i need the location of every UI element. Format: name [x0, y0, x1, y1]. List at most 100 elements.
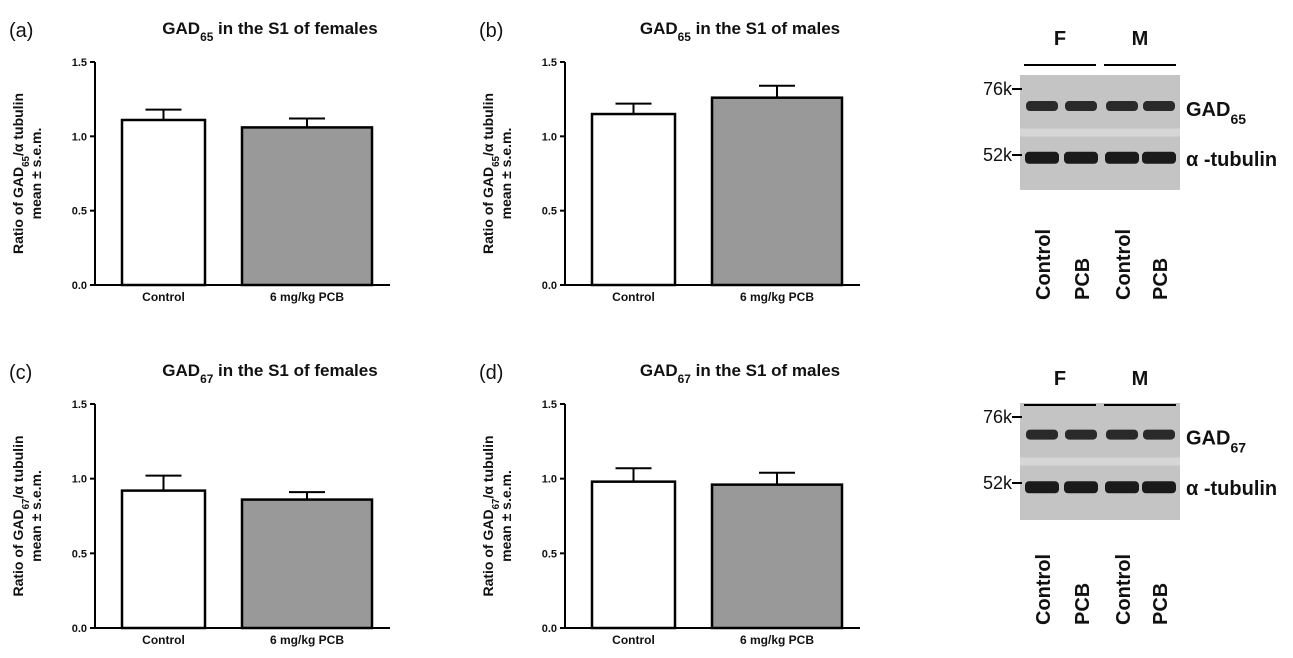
blot-lane-label: PCB: [1072, 583, 1094, 625]
blot-lane-label: Control: [1113, 229, 1135, 300]
blot-marker: 76k: [983, 79, 1013, 99]
blot-image: [1020, 458, 1180, 466]
y-axis-label-part: Ratio of GAD: [10, 509, 26, 596]
blot-band-label-part: GAD: [1186, 428, 1230, 450]
panel-label: (a): [9, 20, 33, 42]
chart-title-sub: 65: [678, 30, 692, 44]
blot-lane-label: Control: [1033, 554, 1055, 625]
x-tick-label: 6 mg/kg PCB: [270, 633, 344, 647]
blot-band: [1143, 430, 1175, 440]
blot-band: [1106, 430, 1138, 440]
blot-band-label: GAD67: [1186, 428, 1246, 456]
x-tick-label: 6 mg/kg PCB: [740, 633, 814, 647]
blot-band: [1065, 101, 1097, 111]
blot-band: [1142, 481, 1176, 493]
chart-title-part: in the S1 of males: [691, 361, 840, 380]
y-tick-label: 0.0: [542, 623, 557, 635]
chart-title-part: in the S1 of males: [691, 19, 840, 38]
blot-lane-label: Control: [1113, 554, 1135, 625]
blot-band-label: α -tubulin: [1186, 149, 1277, 171]
blot-band: [1105, 152, 1139, 164]
chart-title: GAD67 in the S1 of females: [162, 361, 377, 386]
blot-band: [1143, 101, 1175, 111]
y-axis-label: mean ± s.e.m.: [498, 470, 514, 562]
blot-band: [1064, 481, 1098, 493]
y-axis-label-part: /α tubulin: [480, 93, 496, 156]
chart-title-sub: 67: [678, 372, 692, 386]
bar: [122, 491, 205, 628]
y-tick-label: 1.0: [72, 131, 87, 143]
blot-marker: 76k: [983, 407, 1013, 427]
blot-lane-label: PCB: [1150, 258, 1172, 300]
blot-group-label: F: [1054, 28, 1066, 50]
blot-band: [1142, 152, 1176, 164]
bar: [712, 98, 842, 285]
blot-lane-label: Control: [1033, 229, 1055, 300]
chart-title: GAD67 in the S1 of males: [640, 361, 840, 386]
blot-band: [1065, 430, 1097, 440]
y-tick-label: 0.5: [72, 206, 87, 218]
bar: [712, 485, 842, 628]
panel-label: (d): [479, 362, 503, 384]
y-tick-label: 1.5: [72, 57, 87, 69]
y-tick-label: 0.0: [72, 280, 87, 292]
y-tick-label: 0.5: [542, 548, 557, 560]
blot-lane-label: PCB: [1072, 258, 1094, 300]
blot-band: [1105, 481, 1139, 493]
y-tick-label: 0.0: [542, 280, 557, 292]
bar: [592, 482, 675, 628]
blot-band: [1106, 101, 1138, 111]
chart-title-part: GAD: [162, 19, 200, 38]
chart-title-part: GAD: [162, 361, 200, 380]
blot-marker: 52k: [983, 145, 1013, 165]
x-tick-label: Control: [612, 633, 655, 647]
panel-label: (c): [9, 362, 32, 384]
y-tick-label: 0.5: [72, 548, 87, 560]
blot-band-label: α -tubulin: [1186, 478, 1277, 500]
chart-title-sub: 65: [200, 30, 214, 44]
y-axis-label-part: Ratio of GAD: [10, 167, 26, 254]
bar: [242, 500, 372, 628]
panel-label: (b): [479, 20, 503, 42]
y-tick-label: 0.0: [72, 623, 87, 635]
blot-band: [1064, 152, 1098, 164]
y-tick-label: 1.0: [542, 131, 557, 143]
y-axis-label: mean ± s.e.m.: [28, 470, 44, 562]
chart-title-part: GAD: [640, 19, 678, 38]
blot-band: [1025, 152, 1059, 164]
chart-title: GAD65 in the S1 of females: [162, 19, 377, 44]
y-axis-label-part: Ratio of GAD: [480, 167, 496, 254]
bar: [122, 120, 205, 285]
blot-image: [1020, 129, 1180, 137]
blot-group-label: M: [1132, 368, 1149, 390]
blot-band-label-sub: 65: [1230, 111, 1246, 127]
chart-title-sub: 67: [200, 372, 214, 386]
y-axis-label: mean ± s.e.m.: [498, 128, 514, 220]
chart-title-part: in the S1 of females: [213, 361, 377, 380]
blot-band: [1025, 481, 1059, 493]
blot-band-label-sub: 67: [1230, 440, 1246, 456]
x-tick-label: 6 mg/kg PCB: [270, 290, 344, 304]
x-tick-label: Control: [142, 290, 185, 304]
y-axis-label: mean ± s.e.m.: [28, 128, 44, 220]
chart-title-part: in the S1 of females: [213, 19, 377, 38]
blot-group-label: M: [1132, 28, 1149, 50]
y-tick-label: 1.5: [542, 57, 557, 69]
blot-band: [1026, 101, 1058, 111]
blot-band-label: GAD65: [1186, 99, 1246, 127]
x-tick-label: Control: [142, 633, 185, 647]
blot-lane-label: PCB: [1150, 583, 1172, 625]
y-tick-label: 0.5: [542, 206, 557, 218]
blot-band-label-part: GAD: [1186, 99, 1230, 121]
y-axis-label-part: /α tubulin: [10, 93, 26, 156]
y-tick-label: 1.5: [72, 399, 87, 411]
figure: (a)GAD65 in the S1 of femalesRatio of GA…: [0, 0, 1293, 653]
y-tick-label: 1.5: [542, 399, 557, 411]
bar: [242, 127, 372, 285]
blot-band: [1026, 430, 1058, 440]
y-axis-label-part: Ratio of GAD: [480, 509, 496, 596]
bar: [592, 114, 675, 285]
x-tick-label: 6 mg/kg PCB: [740, 290, 814, 304]
blot-marker: 52k: [983, 473, 1013, 493]
y-tick-label: 1.0: [72, 474, 87, 486]
